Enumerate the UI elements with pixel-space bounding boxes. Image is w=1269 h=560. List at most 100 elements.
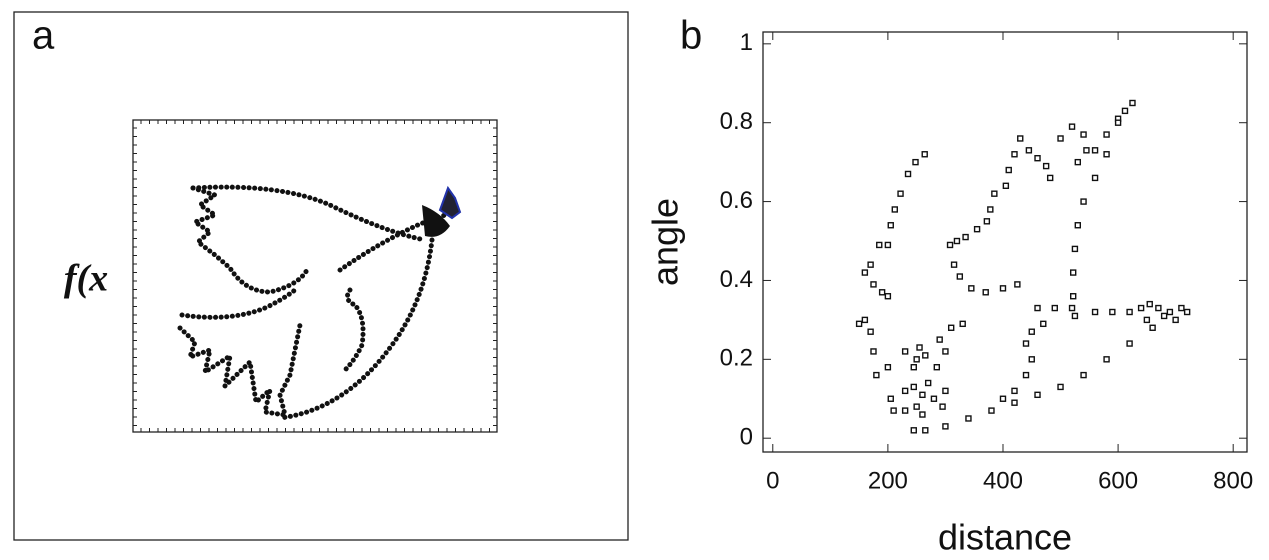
point (1068, 304, 1076, 312)
point (1022, 371, 1030, 379)
point (910, 427, 917, 434)
point (1155, 304, 1162, 312)
x-tick-label: 400 (983, 467, 1023, 494)
point (1109, 308, 1116, 316)
point (965, 415, 972, 422)
point (855, 320, 863, 328)
point (959, 320, 966, 328)
point (884, 364, 892, 371)
x-tick-label: 0 (766, 467, 779, 494)
point (1091, 147, 1099, 154)
point (1069, 293, 1077, 300)
point (1028, 356, 1035, 363)
point (901, 387, 909, 395)
point (1080, 371, 1087, 379)
point (1011, 399, 1018, 406)
point (991, 190, 998, 197)
point (913, 356, 920, 363)
dove-stroke (337, 212, 448, 273)
y-tick-label: 0.8 (720, 108, 753, 135)
point (1121, 107, 1129, 115)
point (1025, 147, 1033, 154)
dove-stroke (342, 287, 366, 373)
point (897, 190, 904, 197)
point (887, 222, 894, 229)
point (901, 348, 909, 355)
point (1011, 151, 1018, 158)
point (956, 273, 964, 280)
point (982, 289, 989, 296)
point (1071, 312, 1079, 320)
point (1034, 304, 1041, 312)
point (867, 261, 874, 268)
point (1051, 304, 1058, 312)
point (921, 151, 928, 158)
point (884, 241, 892, 249)
point (933, 364, 941, 371)
point (891, 206, 898, 213)
dove-stroke (177, 322, 303, 418)
point (999, 395, 1007, 402)
point (1074, 222, 1082, 229)
point (942, 423, 949, 430)
point (861, 316, 869, 324)
point (1103, 151, 1110, 158)
point (867, 328, 874, 335)
point (1146, 300, 1153, 308)
point (919, 411, 926, 418)
point (1103, 131, 1110, 138)
point (1172, 316, 1179, 324)
plot-box (132, 119, 498, 433)
point (870, 281, 877, 288)
point (878, 289, 886, 296)
dove-stroke (277, 237, 435, 421)
point (1126, 340, 1133, 347)
point (968, 285, 975, 292)
point (901, 407, 909, 414)
point (1080, 131, 1087, 138)
point (942, 348, 949, 355)
point (1046, 174, 1054, 182)
point (1017, 135, 1024, 142)
y-axis-label: f(x (64, 258, 108, 300)
point (1014, 281, 1021, 288)
olive-leaves (438, 185, 462, 220)
point (946, 241, 954, 249)
y-tick-label: 0.4 (720, 266, 753, 293)
point (910, 364, 917, 371)
point (890, 407, 897, 414)
point (919, 391, 926, 399)
y-tick-label: 0.2 (720, 345, 753, 372)
point (1126, 308, 1133, 316)
point (870, 348, 877, 355)
panel-label: a (32, 14, 55, 58)
point (953, 237, 961, 245)
dove-head (422, 205, 450, 237)
point (1069, 269, 1077, 276)
panel-label: b (680, 14, 702, 58)
point (973, 225, 981, 233)
point (884, 293, 892, 300)
point (936, 336, 943, 343)
point (1080, 198, 1087, 205)
dove-stroke (179, 287, 298, 320)
point (1002, 182, 1010, 190)
point (950, 261, 958, 268)
point (1071, 245, 1079, 253)
point (1149, 324, 1156, 331)
point (1114, 119, 1122, 126)
dove-drawing (177, 184, 462, 421)
x-tick-label: 200 (868, 467, 908, 494)
point (910, 383, 917, 391)
point (924, 379, 932, 387)
point (1074, 158, 1082, 166)
point (999, 285, 1007, 292)
point (922, 352, 929, 359)
point (947, 324, 955, 331)
point (1068, 123, 1076, 130)
point (1083, 147, 1090, 154)
point (873, 371, 880, 379)
x-axis-title: distance (938, 517, 1072, 558)
point (1143, 316, 1151, 324)
